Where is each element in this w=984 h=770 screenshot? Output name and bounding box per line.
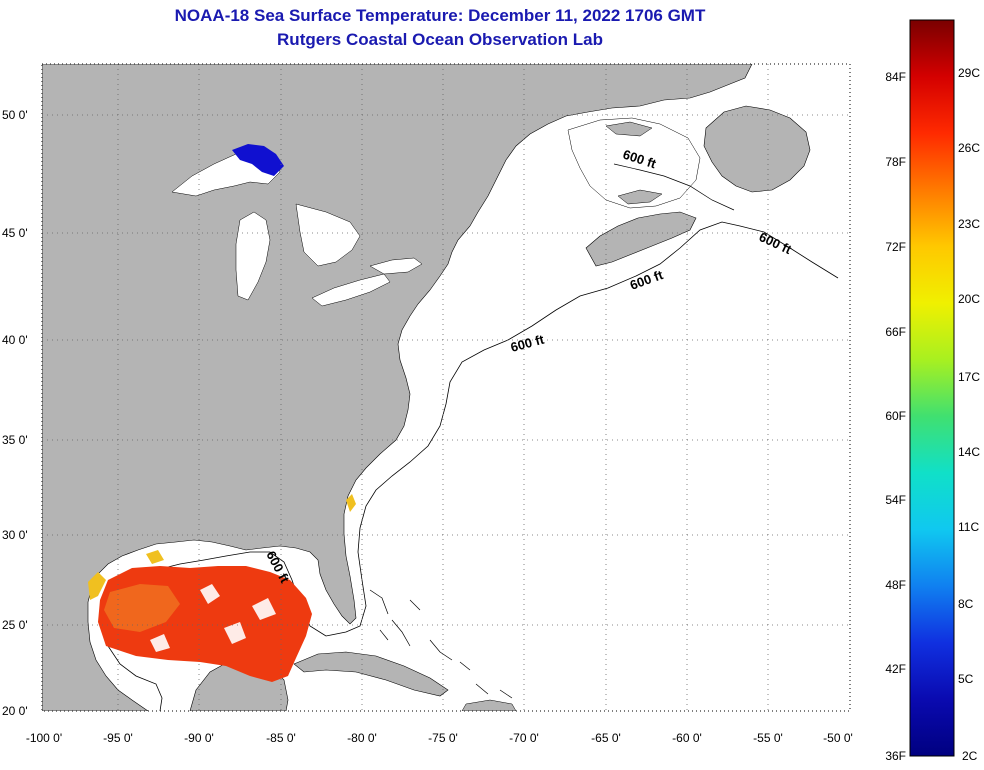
bathymetry-contour-ne bbox=[613, 163, 735, 211]
colorbar-f-label: 42F bbox=[885, 662, 906, 676]
colorbar-c-label: 14C bbox=[958, 445, 980, 459]
colorbar-f-label: 60F bbox=[885, 409, 906, 423]
map-title: NOAA-18 Sea Surface Temperature: Decembe… bbox=[174, 6, 706, 25]
bahamas bbox=[369, 589, 513, 699]
colorbar-c-label: 17C bbox=[958, 370, 980, 384]
colorbar-c-label: 29C bbox=[958, 66, 980, 80]
hispaniola-land bbox=[461, 699, 517, 711]
colorbar-c-label: 26C bbox=[958, 141, 980, 155]
lat-tick-label: 40 0' bbox=[2, 333, 28, 347]
colorbar-f-label: 54F bbox=[885, 493, 906, 507]
sst-cold-patch bbox=[232, 144, 284, 176]
lon-tick-label: -75 0' bbox=[428, 731, 458, 745]
lon-tick-label: -70 0' bbox=[509, 731, 539, 745]
pei-island bbox=[617, 189, 663, 205]
lon-tick-label: -55 0' bbox=[753, 731, 783, 745]
lon-tick-label: -80 0' bbox=[347, 731, 377, 745]
cuba-land bbox=[293, 651, 449, 697]
colorbar-f-label: 78F bbox=[885, 155, 906, 169]
nova-scotia-land bbox=[585, 211, 697, 267]
lat-tick-label: 50 0' bbox=[2, 108, 28, 122]
colorbar-f-label: 48F bbox=[885, 578, 906, 592]
lat-axis: 50 0' 45 0' 40 0' 35 0' 30 0' 25 0' 20 0… bbox=[2, 108, 28, 718]
lake-huron bbox=[295, 203, 361, 267]
lon-tick-label: -50 0' bbox=[823, 731, 853, 745]
gulf-st-lawrence-water bbox=[567, 117, 701, 209]
lon-tick-label: -100 0' bbox=[26, 731, 62, 745]
lake-ontario bbox=[369, 257, 423, 275]
colorbar-c-label: 5C bbox=[958, 672, 974, 686]
lat-tick-label: 20 0' bbox=[2, 704, 28, 718]
colorbar-c-label: 23C bbox=[958, 217, 980, 231]
colorbar-c-label: 20C bbox=[958, 292, 980, 306]
lake-erie bbox=[311, 273, 391, 307]
north-america-land bbox=[42, 64, 753, 711]
colorbar-fahrenheit-labels: 84F 78F 72F 66F 60F 54F 48F 42F 36F bbox=[885, 70, 906, 763]
colorbar-f-label: 84F bbox=[885, 70, 906, 84]
lon-tick-label: -65 0' bbox=[591, 731, 621, 745]
lake-michigan bbox=[235, 211, 271, 301]
lat-tick-label: 45 0' bbox=[2, 226, 28, 240]
sst-data-gaps bbox=[150, 584, 276, 652]
colorbar-f-label: 66F bbox=[885, 325, 906, 339]
lat-tick-label: 30 0' bbox=[2, 528, 28, 542]
map-subtitle: Rutgers Coastal Ocean Observation Lab bbox=[277, 30, 603, 49]
lat-tick-label: 25 0' bbox=[2, 618, 28, 632]
lon-tick-label: -85 0' bbox=[266, 731, 296, 745]
lon-tick-label: -95 0' bbox=[103, 731, 133, 745]
colorbar-c-label: 8C bbox=[958, 597, 974, 611]
lon-tick-label: -60 0' bbox=[672, 731, 702, 745]
map-content: 600 ft 600 ft 600 ft 600 ft 600 ft bbox=[42, 64, 850, 711]
newfoundland-land bbox=[703, 105, 811, 193]
lat-tick-label: 35 0' bbox=[2, 433, 28, 447]
colorbar-f-label: 36F bbox=[885, 749, 906, 763]
colorbar-f-label: 72F bbox=[885, 240, 906, 254]
colorbar-c-label: 11C bbox=[958, 520, 979, 534]
colorbar bbox=[909, 19, 955, 757]
anticosti-island bbox=[605, 121, 653, 137]
colorbar-celsius-labels: 29C 26C 23C 20C 17C 14C 11C 8C 5C 2C bbox=[958, 66, 980, 763]
lon-axis: -100 0' -95 0' -90 0' -85 0' -80 0' -75 … bbox=[26, 731, 853, 745]
sst-data-patch-mid bbox=[104, 584, 180, 632]
map-frame bbox=[41, 63, 851, 712]
colorbar-c-label: 2C bbox=[962, 749, 978, 763]
lon-tick-label: -90 0' bbox=[184, 731, 214, 745]
